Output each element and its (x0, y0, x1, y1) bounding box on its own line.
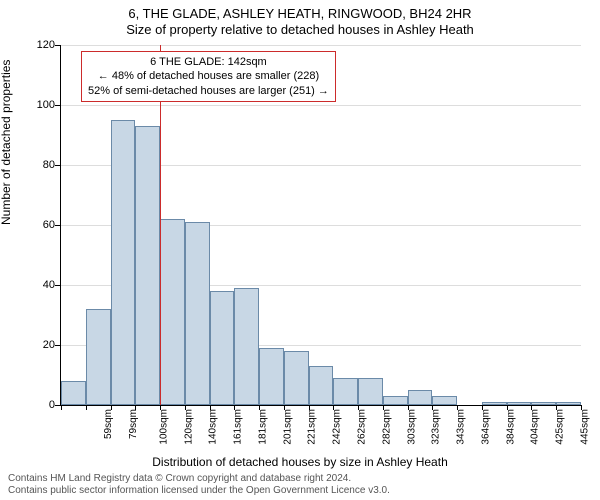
x-tick (482, 405, 483, 410)
x-tick (507, 405, 508, 410)
histogram-bar (482, 402, 507, 405)
x-tick (333, 405, 334, 410)
y-tick-label: 40 (27, 279, 55, 291)
x-tick-label: 425sqm (555, 409, 566, 445)
x-tick-label: 282sqm (381, 409, 392, 445)
x-tick-label: 221sqm (307, 409, 318, 445)
y-tick-label: 80 (27, 159, 55, 171)
histogram-bar (284, 351, 309, 405)
x-tick-label: 404sqm (530, 409, 541, 445)
histogram-bar (531, 402, 556, 405)
histogram-bar (259, 348, 284, 405)
x-tick-label: 384sqm (505, 409, 516, 445)
y-tick (55, 345, 61, 346)
x-tick-label: 201sqm (282, 409, 293, 445)
histogram-bar (358, 378, 383, 405)
y-tick (55, 105, 61, 106)
histogram-bar (160, 219, 185, 405)
chart-container: 6, THE GLADE, ASHLEY HEATH, RINGWOOD, BH… (0, 0, 600, 500)
histogram-bar (309, 366, 334, 405)
x-tick-label: 303sqm (406, 409, 417, 445)
histogram-bar (111, 120, 136, 405)
histogram-bar (556, 402, 581, 405)
y-tick-label: 20 (27, 339, 55, 351)
chart-title-line1: 6, THE GLADE, ASHLEY HEATH, RINGWOOD, BH… (0, 6, 600, 21)
x-tick-label: 323sqm (431, 409, 442, 445)
x-tick (556, 405, 557, 410)
x-tick-label: 140sqm (208, 409, 219, 445)
info-line: 6 THE GLADE: 142sqm (88, 55, 329, 69)
x-tick (457, 405, 458, 410)
x-tick-label: 100sqm (158, 409, 169, 445)
histogram-bar (383, 396, 408, 405)
x-tick (210, 405, 211, 410)
histogram-bar (210, 291, 235, 405)
y-tick-label: 60 (27, 219, 55, 231)
y-tick (55, 225, 61, 226)
x-tick-label: 120sqm (183, 409, 194, 445)
x-tick (358, 405, 359, 410)
x-tick (259, 405, 260, 410)
credit-text: Contains HM Land Registry data © Crown c… (8, 473, 390, 496)
x-tick (383, 405, 384, 410)
histogram-bar (185, 222, 210, 405)
histogram-bar (135, 126, 160, 405)
x-tick-label: 181sqm (258, 409, 269, 445)
x-tick-label: 343sqm (456, 409, 467, 445)
histogram-bar (61, 381, 86, 405)
histogram-bar (432, 396, 457, 405)
x-tick (581, 405, 582, 410)
x-tick-label: 242sqm (332, 409, 343, 445)
x-tick (111, 405, 112, 410)
chart-title-line2: Size of property relative to detached ho… (0, 22, 600, 37)
histogram-bar (234, 288, 259, 405)
gridline (61, 45, 581, 46)
histogram-bar (408, 390, 433, 405)
x-tick-label: 161sqm (233, 409, 244, 445)
x-tick (61, 405, 62, 410)
x-tick (408, 405, 409, 410)
x-tick (234, 405, 235, 410)
x-tick-label: 364sqm (480, 409, 491, 445)
y-tick (55, 45, 61, 46)
y-tick-label: 0 (27, 399, 55, 411)
info-box: 6 THE GLADE: 142sqm← 48% of detached hou… (81, 51, 336, 102)
x-tick (531, 405, 532, 410)
x-tick (185, 405, 186, 410)
histogram-bar (333, 378, 358, 405)
x-tick-label: 59sqm (103, 409, 114, 439)
x-tick-label: 445sqm (579, 409, 590, 445)
y-tick (55, 165, 61, 166)
info-line: 52% of semi-detached houses are larger (… (88, 84, 329, 98)
y-tick (55, 285, 61, 286)
gridline (61, 105, 581, 106)
x-tick (160, 405, 161, 410)
x-tick (135, 405, 136, 410)
y-tick-label: 120 (27, 39, 55, 51)
x-tick (284, 405, 285, 410)
x-tick-label: 79sqm (128, 409, 139, 439)
x-tick (432, 405, 433, 410)
plot-area: 02040608010012059sqm79sqm100sqm120sqm140… (60, 45, 581, 406)
x-tick-label: 262sqm (357, 409, 368, 445)
histogram-bar (86, 309, 111, 405)
x-tick (309, 405, 310, 410)
x-axis-title: Distribution of detached houses by size … (0, 455, 600, 469)
y-axis-title: Number of detached properties (0, 60, 13, 225)
info-line: ← 48% of detached houses are smaller (22… (88, 69, 329, 83)
x-tick (86, 405, 87, 410)
credit-line1: Contains HM Land Registry data © Crown c… (8, 473, 390, 485)
y-tick-label: 100 (27, 99, 55, 111)
histogram-bar (507, 402, 532, 405)
credit-line2: Contains public sector information licen… (8, 485, 390, 497)
